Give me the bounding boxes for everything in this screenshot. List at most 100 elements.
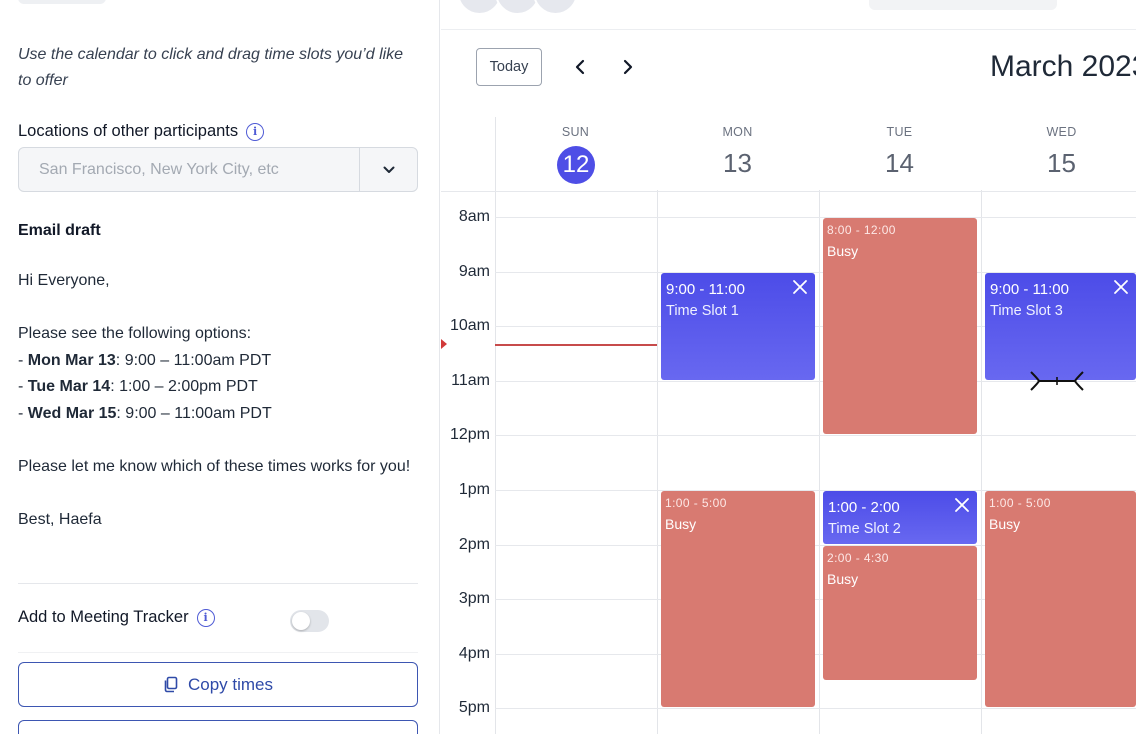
hour-line	[495, 326, 1136, 328]
hour-line	[495, 490, 1136, 491]
email-greeting: Hi Everyone,	[18, 272, 110, 289]
event-title: Busy	[827, 570, 859, 587]
busy-event[interactable]: 2:00 - 4:30 Busy	[823, 545, 977, 681]
calendar-grid[interactable]: SUN 12 MON 13 TUE 14 WED 15 8am 9am 10am 11am 12pm 1p…	[441, 0, 1136, 734]
instructions-text: Use the calendar to click and drag time …	[18, 46, 404, 89]
locations-input[interactable]	[19, 148, 359, 191]
option-day: Mon Mar 13	[27, 351, 116, 369]
info-icon[interactable]: i	[196, 608, 215, 627]
day-number[interactable]: 14	[885, 148, 914, 178]
info-icon[interactable]: i	[246, 122, 265, 141]
current-time-marker	[441, 339, 447, 349]
avatar-group	[457, 0, 587, 15]
email-option: - Wed Mar 15: 9:00 – 11:00am PDT	[18, 404, 272, 422]
event-title: Time Slot 1	[666, 302, 739, 319]
next-week-button[interactable]	[613, 52, 643, 82]
email-option: - Mon Mar 13: 9:00 – 11:00am PDT	[18, 351, 272, 369]
event-time: 1:00 - 5:00	[989, 496, 1051, 510]
hour-label: 12pm	[449, 426, 490, 444]
column-divider	[819, 190, 820, 734]
day-number[interactable]: 13	[723, 148, 752, 178]
email-draft-body[interactable]: Hi Everyone, Please see the following op…	[18, 268, 418, 533]
day-of-week-label: WED	[1046, 125, 1077, 139]
hour-line	[495, 544, 1136, 546]
event-title: Busy	[827, 243, 859, 259]
option-time: : 9:00 – 11:00am PDT	[115, 351, 272, 369]
toggle-knob	[292, 612, 310, 630]
previous-week-button[interactable]	[565, 52, 595, 82]
hour-line	[495, 217, 1136, 218]
locations-select[interactable]	[18, 147, 418, 192]
chevron-left-icon	[575, 59, 585, 75]
close-icon[interactable]	[953, 496, 971, 514]
chevron-right-icon	[623, 59, 633, 75]
chevron-down-icon	[383, 166, 394, 173]
hour-label: 10am	[449, 317, 490, 335]
meeting-tracker-row: Add to Meeting Tracker i	[18, 608, 215, 627]
header-bottom-line	[441, 191, 1136, 192]
left-panel: Use the calendar to click and drag time …	[0, 0, 440, 734]
email-intro: Please see the following options:	[18, 325, 252, 342]
email-option: - Tue Mar 14: 1:00 – 2:00pm PDT	[18, 378, 258, 395]
email-signoff: Best, Haefa	[18, 510, 102, 528]
time-slot-event[interactable]: 9:00 - 11:00 Time Slot 3	[985, 272, 1136, 380]
close-icon[interactable]	[791, 278, 809, 296]
secondary-button[interactable]	[18, 720, 418, 734]
divider	[18, 652, 418, 653]
column-divider	[657, 190, 658, 734]
column-divider	[495, 117, 496, 734]
event-time: 1:00 - 2:00	[828, 499, 900, 516]
busy-event[interactable]: 1:00 - 5:00 Busy	[661, 491, 815, 708]
busy-event[interactable]: 1:00 - 5:00 Busy	[985, 491, 1136, 708]
email-closing: Please let me know which of these times …	[18, 457, 411, 475]
top-search-partial[interactable]	[869, 0, 1057, 10]
event-title: Time Slot 2	[828, 521, 901, 537]
event-time: 9:00 - 11:00	[990, 280, 1069, 298]
hour-line	[495, 271, 1136, 273]
day-of-week-label: MON	[722, 125, 753, 139]
top-control-partial[interactable]	[18, 0, 106, 4]
calendar-panel: Today March 2023 SUN 12 MON 13 TUE 14 WED 15 8am…	[441, 0, 1136, 734]
event-time: 1:00 - 5:00	[665, 496, 727, 510]
close-icon[interactable]	[1112, 278, 1130, 296]
copy-times-label: Copy times	[187, 674, 274, 694]
resize-cursor-icon	[1030, 371, 1084, 391]
meeting-tracker-toggle[interactable]	[290, 610, 329, 632]
header-divider	[441, 29, 1136, 30]
hour-line	[495, 708, 1136, 710]
event-title: Busy	[989, 516, 1021, 532]
option-day: Tue Mar 14	[27, 378, 111, 395]
time-slot-event[interactable]: 1:00 - 2:00 Time Slot 2	[823, 491, 977, 544]
meeting-tracker-label: Add to Meeting Tracker	[18, 608, 189, 626]
copy-icon	[164, 676, 178, 693]
time-slot-event[interactable]: 9:00 - 11:00 Time Slot 1	[661, 272, 815, 380]
today-button[interactable]: Today	[476, 48, 542, 86]
email-draft-heading: Email draft	[18, 222, 101, 239]
hour-label: 11am	[451, 371, 490, 389]
locations-dropdown-button[interactable]	[359, 148, 417, 191]
locations-label-row: Locations of other participants i	[18, 122, 265, 141]
locations-label: Locations of other participants	[18, 122, 239, 140]
busy-event[interactable]: 8:00 - 12:00 Busy	[823, 218, 977, 435]
option-time: : 9:00 – 11:00am PDT	[116, 404, 272, 422]
day-of-week-label: SUN	[561, 125, 590, 139]
divider	[18, 583, 418, 584]
hour-line	[495, 435, 1136, 437]
option-time: : 1:00 – 2:00pm PDT	[110, 378, 258, 395]
hour-label: 9am	[458, 262, 490, 280]
event-time: 9:00 - 11:00	[666, 280, 745, 298]
copy-times-button[interactable]: Copy times	[18, 662, 418, 707]
option-day: Wed Mar 15	[27, 404, 117, 422]
month-title: March 2023	[990, 50, 1136, 83]
event-title: Busy	[665, 516, 697, 532]
hour-label: 1pm	[458, 481, 490, 498]
column-divider	[981, 190, 982, 734]
event-time: 8:00 - 12:00	[827, 223, 896, 237]
day-of-week-label: TUE	[886, 125, 913, 139]
hour-label: 4pm	[458, 644, 490, 662]
current-time-line	[495, 344, 657, 346]
day-number[interactable]: 15	[1047, 148, 1076, 178]
today-date-badge[interactable]: 12	[557, 146, 595, 184]
hour-label: 5pm	[458, 699, 490, 717]
hour-label: 8am	[458, 208, 490, 225]
